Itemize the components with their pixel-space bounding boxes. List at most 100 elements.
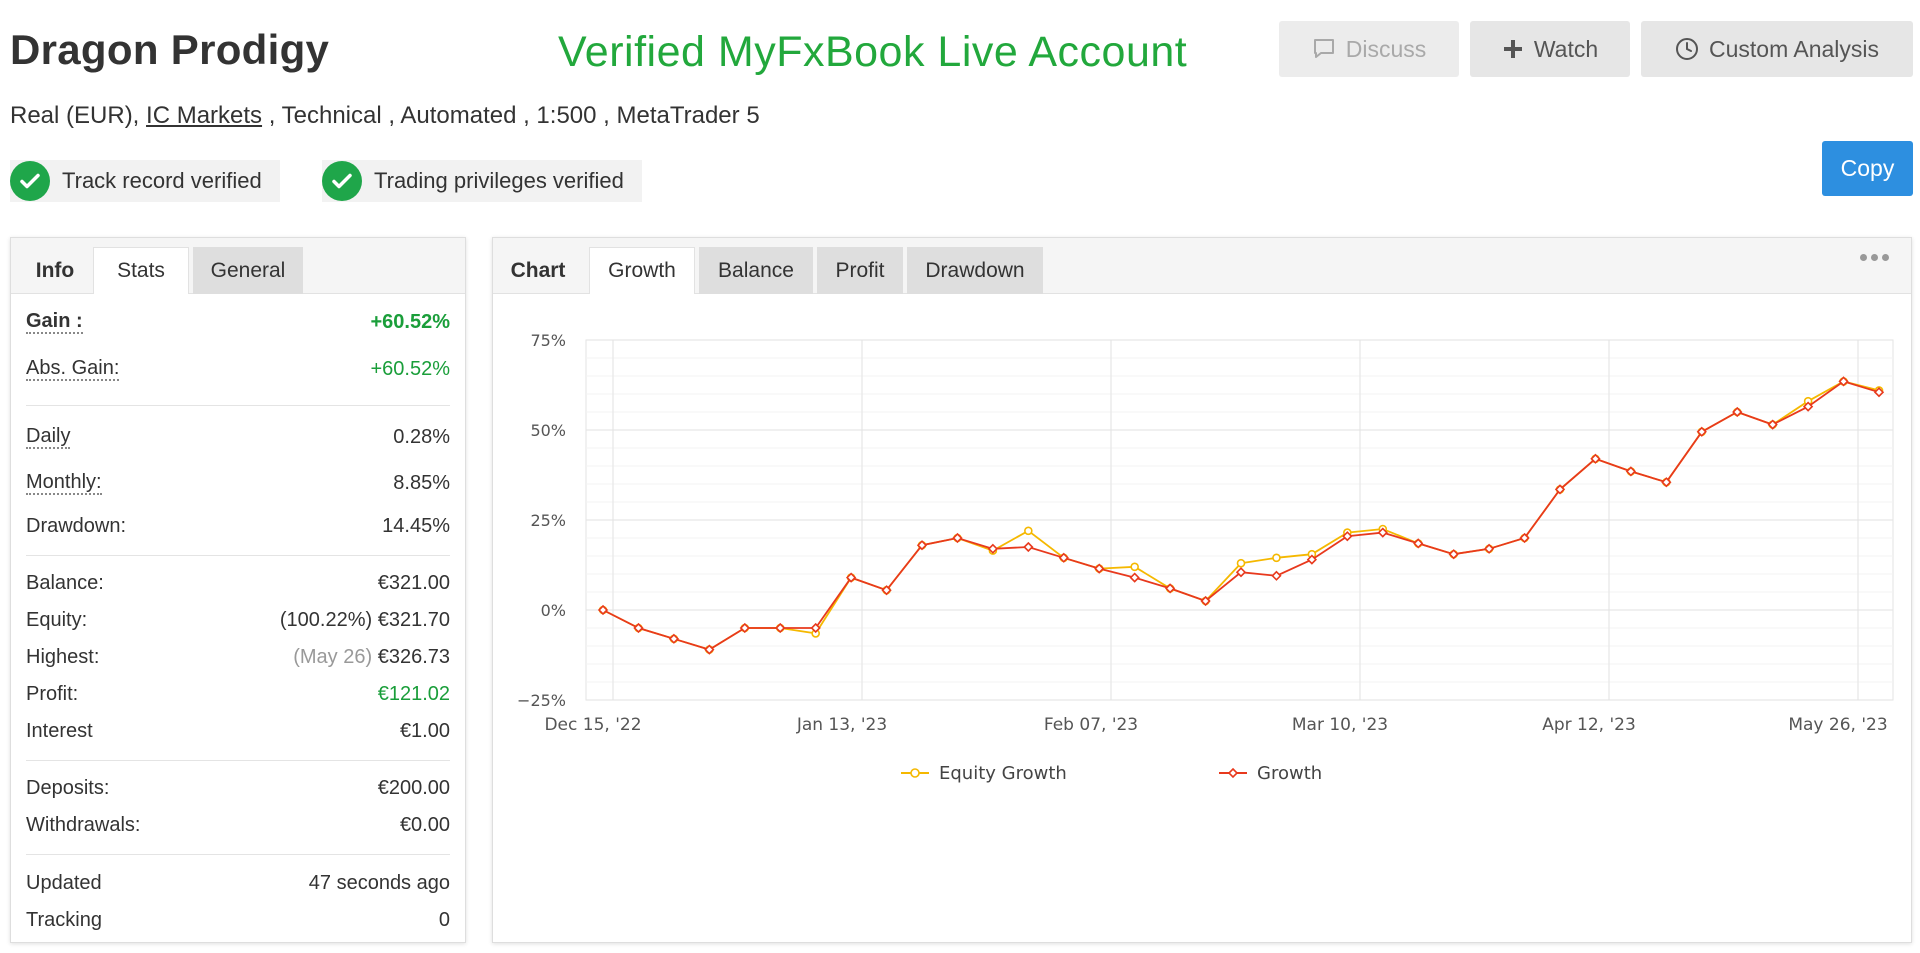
drawdown-value: 14.45% (382, 514, 450, 537)
discuss-button[interactable]: Discuss (1279, 21, 1459, 77)
highest-value: €326.73 (377, 645, 450, 668)
highest-row: Highest: (May 26) €326.73 (26, 643, 450, 671)
deposits-value: €200.00 (377, 776, 450, 799)
drawdown-row: Drawdown: 14.45% (26, 512, 450, 540)
legend-equity-marker (910, 768, 920, 778)
growth-point (1590, 453, 1601, 464)
growth-point (1235, 567, 1247, 578)
growth-point (881, 585, 892, 596)
highest-value-group: (May 26) €326.73 (293, 646, 450, 669)
trading-privileges-badge: Trading privileges verified (322, 160, 642, 202)
highest-label: Highest: (26, 645, 100, 668)
daily-label[interactable]: Daily (26, 425, 71, 449)
y-tick-label: 25% (530, 511, 566, 530)
tracking-value: 0 (438, 908, 450, 931)
tracking-row: Tracking 0 (26, 906, 450, 934)
growth-point (597, 604, 609, 616)
growth-point (704, 644, 715, 655)
growth-point (916, 540, 928, 551)
growth-point (1023, 541, 1034, 553)
stats-tabbar: Info Stats General (11, 238, 465, 294)
tab-general[interactable]: General (193, 247, 303, 294)
growth-point (775, 622, 786, 634)
broker-link[interactable]: IC Markets (146, 102, 263, 129)
gain-row: Gain : +60.52% (26, 308, 450, 336)
abs-gain-row: Abs. Gain: +60.52% (26, 355, 450, 383)
comment-icon (1313, 39, 1334, 58)
chart-panel: Chart Growth Balance Profit Drawdown 75%… (492, 237, 1912, 943)
abs-gain-label[interactable]: Abs. Gain: (26, 357, 120, 381)
growth-point (1342, 531, 1353, 542)
growth-point (1129, 572, 1140, 583)
track-record-label: Track record verified (62, 168, 262, 193)
growth-point (1306, 554, 1318, 565)
y-tick-label: 75% (530, 331, 566, 350)
drawdown-label: Drawdown: (26, 514, 127, 537)
deposits-label: Deposits: (26, 776, 110, 799)
x-tick-label: May 26, '23 (1788, 715, 1887, 735)
check-circle-icon (10, 161, 50, 201)
tab-stats[interactable]: Stats (93, 247, 189, 294)
profit-row: Profit: €121.02 (26, 680, 450, 708)
discuss-label: Discuss (1345, 35, 1427, 62)
daily-row: Daily 0.28% (26, 423, 450, 451)
interest-value: €1.00 (399, 719, 450, 742)
chart-tabbar: Chart Growth Balance Profit Drawdown (493, 238, 1911, 294)
growth-point (1483, 543, 1495, 554)
equity-point (1130, 562, 1139, 572)
equity-row: Equity: (100.22%) €321.70 (26, 606, 450, 634)
watch-label: Watch (1533, 35, 1599, 62)
gain-label[interactable]: Gain : (26, 310, 83, 334)
growth-point (1767, 419, 1778, 430)
plus-icon (1503, 40, 1522, 58)
growth-point (1058, 552, 1069, 563)
tracking-label: Tracking (26, 908, 102, 931)
tab-balance[interactable]: Balance (699, 247, 813, 294)
gain-value: +60.52% (370, 310, 450, 333)
growth-point (1164, 583, 1176, 594)
updated-row: Updated 47 seconds ago (26, 869, 450, 897)
divider (26, 854, 450, 855)
track-record-badge: Track record verified (10, 160, 280, 202)
growth-point (1625, 466, 1637, 477)
legend-equity-label: Equity Growth (939, 763, 1067, 784)
abs-gain-value: +60.52% (370, 357, 450, 380)
daily-value: 0.28% (393, 425, 450, 448)
interest-label: Interest (26, 719, 93, 742)
monthly-value: 8.85% (393, 471, 450, 494)
deposits-row: Deposits: €200.00 (26, 774, 450, 802)
monthly-label[interactable]: Monthly: (26, 471, 102, 495)
growth-point (1802, 401, 1814, 412)
growth-point (845, 572, 857, 583)
x-tick-label: Mar 10, '23 (1292, 715, 1388, 735)
tab-info[interactable]: Info (35, 258, 75, 282)
legend-growth-marker (1227, 767, 1239, 779)
more-options-icon[interactable] (1860, 254, 1889, 261)
y-tick-label: 0% (541, 601, 566, 620)
tab-profit[interactable]: Profit (817, 247, 903, 294)
growth-point (1554, 484, 1566, 495)
watch-button[interactable]: Watch (1470, 21, 1630, 77)
divider (26, 555, 450, 556)
account-title: Dragon Prodigy (10, 26, 330, 73)
custom-analysis-button[interactable]: Custom Analysis (1641, 21, 1913, 77)
growth-point (810, 622, 821, 634)
interest-row: Interest €1.00 (26, 717, 450, 745)
growth-point (1519, 532, 1530, 544)
custom-analysis-label: Custom Analysis (1708, 35, 1879, 62)
tab-growth[interactable]: Growth (589, 247, 695, 294)
equity-point (1024, 526, 1033, 536)
x-tick-label: Jan 13, '23 (796, 715, 887, 735)
growth-point (1661, 477, 1672, 488)
equity-value-group: (100.22%) €321.70 (280, 609, 450, 632)
tab-drawdown[interactable]: Drawdown (907, 247, 1043, 294)
equity-label: Equity: (26, 608, 88, 631)
tab-chart[interactable]: Chart (510, 258, 566, 282)
highest-date: (May 26) (293, 645, 373, 668)
profit-label: Profit: (26, 682, 79, 705)
stats-panel: Info Stats General Gain : +60.52% Abs. G… (10, 237, 466, 943)
copy-button[interactable]: Copy (1822, 141, 1913, 196)
growth-chart: 75% 50% 25% 0% −25% Dec 15, '22 Jan 13, '23 Feb… (517, 331, 1894, 784)
equity-percent: (100.22%) (279, 608, 373, 631)
growth-point (1271, 570, 1282, 581)
